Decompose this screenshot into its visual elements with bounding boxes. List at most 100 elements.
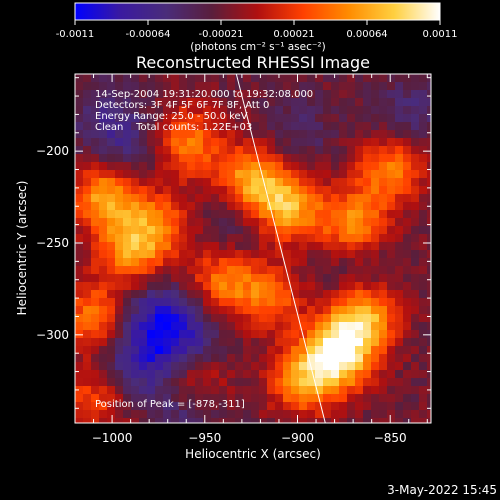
heatmap-cell	[299, 234, 308, 243]
heatmap-cell	[147, 146, 156, 155]
heatmap-cell	[395, 418, 404, 423]
heatmap-cell	[419, 202, 428, 211]
heatmap-cell	[411, 106, 420, 115]
heatmap-cell	[139, 378, 148, 387]
heatmap-cell	[299, 418, 308, 423]
heatmap-cell	[275, 322, 284, 331]
heatmap-cell	[403, 354, 412, 363]
heatmap-cell	[275, 338, 284, 347]
heatmap-cell	[411, 322, 420, 331]
heatmap-cell	[283, 210, 292, 219]
heatmap-cell	[155, 234, 164, 243]
heatmap-cell	[123, 282, 132, 291]
heatmap-cell	[427, 250, 431, 259]
heatmap-cell	[267, 114, 276, 123]
heatmap-cell	[347, 370, 356, 379]
heatmap-cell	[243, 162, 252, 171]
heatmap-cell	[403, 114, 412, 123]
heatmap-cell	[163, 386, 172, 395]
heatmap-cell	[99, 402, 108, 411]
heatmap-cell	[299, 170, 308, 179]
heatmap-cell	[411, 226, 420, 235]
heatmap-cell	[235, 298, 244, 307]
heatmap-cell	[211, 186, 220, 195]
heatmap-cell	[163, 378, 172, 387]
heatmap-cell	[75, 98, 84, 107]
heatmap-cell	[307, 106, 316, 115]
heatmap-cell	[107, 266, 116, 275]
heatmap-cell	[283, 186, 292, 195]
heatmap-cell	[155, 170, 164, 179]
heatmap-cell	[427, 330, 431, 339]
heatmap-cell	[91, 218, 100, 227]
heatmap-cell	[155, 282, 164, 291]
heatmap-cell	[371, 314, 380, 323]
heatmap-cell	[131, 250, 140, 259]
heatmap-cell	[83, 402, 92, 411]
heatmap-cell	[299, 346, 308, 355]
heatmap-cell	[355, 410, 364, 419]
heatmap-cell	[371, 410, 380, 419]
heatmap-cell	[259, 266, 268, 275]
heatmap-cell	[203, 266, 212, 275]
heatmap-cell	[179, 74, 188, 83]
heatmap-cell	[243, 330, 252, 339]
heatmap-cell	[283, 82, 292, 91]
heatmap-cell	[299, 298, 308, 307]
heatmap-cell	[91, 314, 100, 323]
heatmap-cell	[147, 282, 156, 291]
heatmap-cell	[91, 170, 100, 179]
heatmap-cell	[363, 322, 372, 331]
heatmap-cell	[195, 194, 204, 203]
heatmap-cell	[163, 306, 172, 315]
heatmap-cell	[283, 194, 292, 203]
heatmap-cell	[115, 162, 124, 171]
heatmap-cell	[307, 98, 316, 107]
heatmap-cell	[379, 298, 388, 307]
heatmap-cell	[251, 162, 260, 171]
heatmap-cell	[75, 378, 84, 387]
heatmap-cell	[99, 314, 108, 323]
heatmap-cell	[379, 194, 388, 203]
heatmap-cell	[395, 90, 404, 99]
heatmap-cell	[411, 298, 420, 307]
heatmap-cell	[283, 154, 292, 163]
heatmap-cell	[307, 298, 316, 307]
heatmap-cell	[131, 386, 140, 395]
heatmap-cell	[171, 74, 180, 83]
heatmap-cell	[371, 82, 380, 91]
heatmap-cell	[179, 130, 188, 139]
heatmap-cell	[299, 306, 308, 315]
heatmap-cell	[219, 74, 228, 83]
heatmap-cell	[147, 154, 156, 163]
heatmap-cell	[323, 370, 332, 379]
heatmap-cell	[203, 98, 212, 107]
heatmap-cell	[379, 146, 388, 155]
heatmap-cell	[195, 74, 204, 83]
heatmap-cell	[91, 122, 100, 131]
heatmap-cell	[75, 314, 84, 323]
heatmap-cell	[131, 330, 140, 339]
heatmap-cell	[395, 74, 404, 83]
heatmap-cell	[99, 210, 108, 219]
heatmap-cell	[267, 322, 276, 331]
heatmap-cell	[331, 226, 340, 235]
heatmap-cell	[315, 218, 324, 227]
heatmap-cell	[299, 258, 308, 267]
heatmap-cell	[83, 170, 92, 179]
heatmap-cell	[203, 298, 212, 307]
heatmap-cell	[91, 322, 100, 331]
heatmap-cell	[115, 226, 124, 235]
heatmap-cell	[419, 314, 428, 323]
heatmap-cell	[195, 346, 204, 355]
heatmap-cell	[99, 170, 108, 179]
heatmap-cell	[339, 410, 348, 419]
heatmap-cell	[419, 122, 428, 131]
heatmap-cell	[267, 162, 276, 171]
heatmap-cell	[315, 282, 324, 291]
heatmap-cell	[187, 82, 196, 91]
heatmap-cell	[347, 146, 356, 155]
heatmap-cell	[267, 370, 276, 379]
heatmap-cell	[323, 162, 332, 171]
heatmap-cell	[371, 250, 380, 259]
